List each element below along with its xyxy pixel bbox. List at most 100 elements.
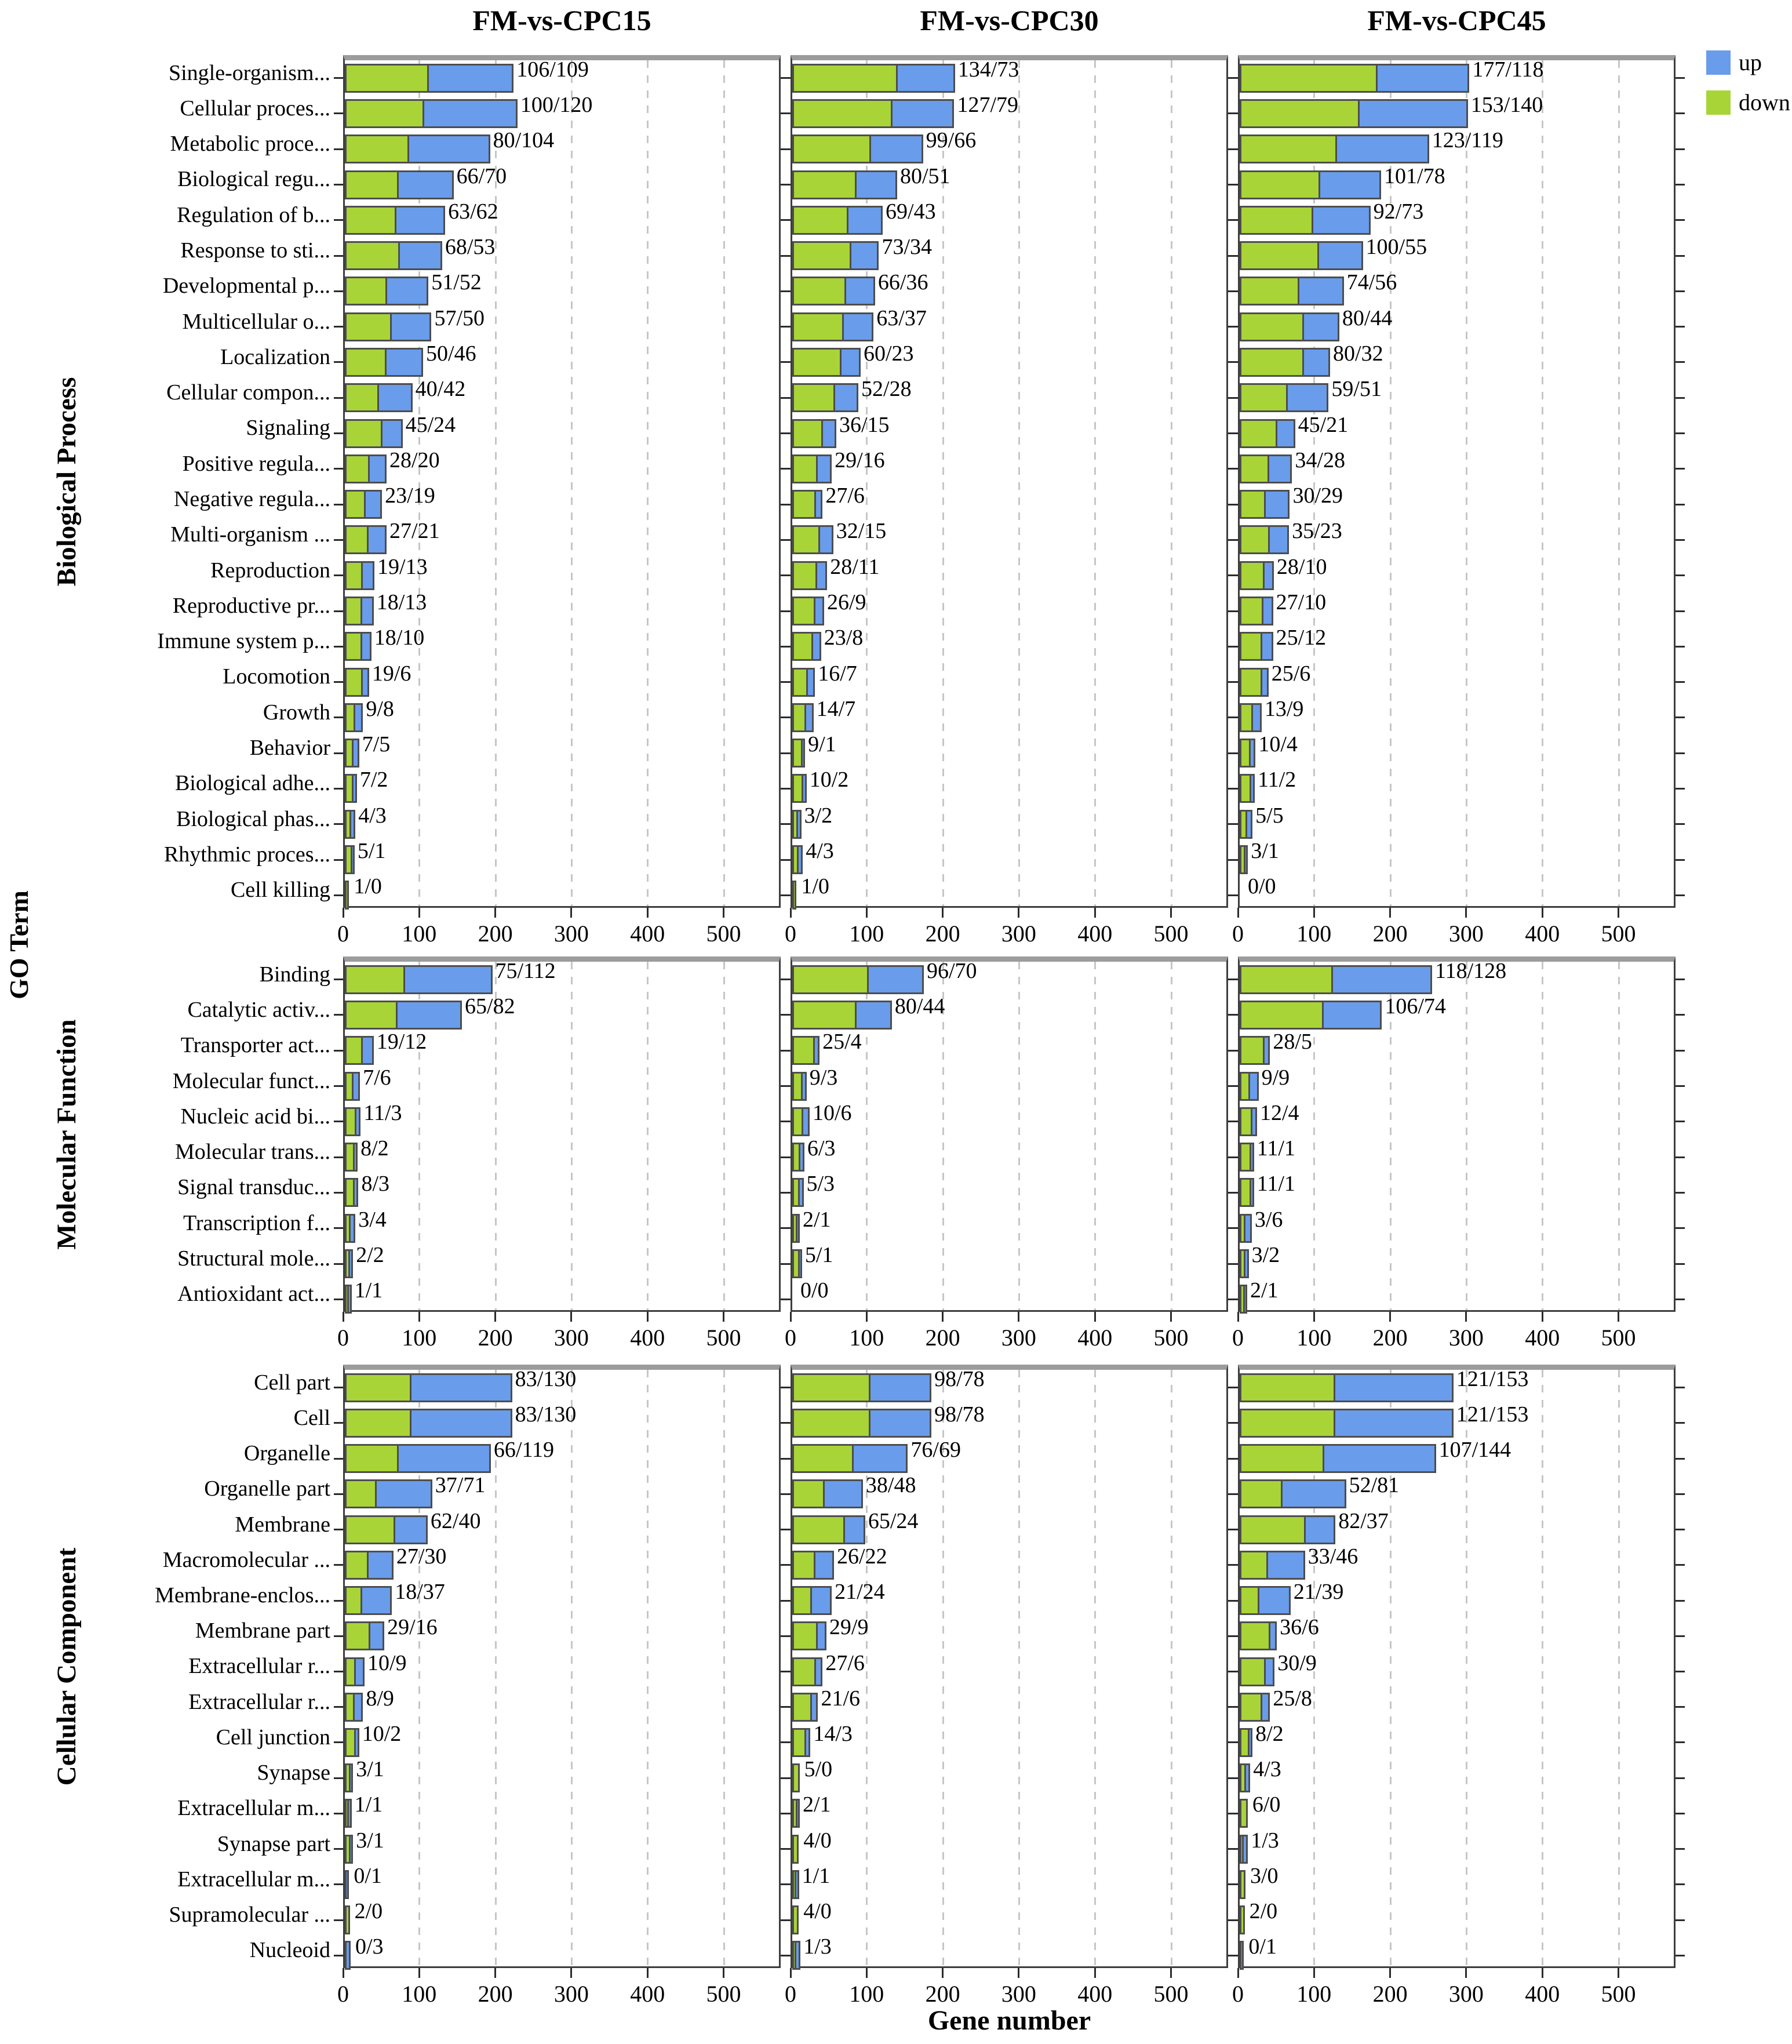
- gridline: [1018, 962, 1020, 1310]
- bar-segment-down: [1240, 1905, 1245, 1935]
- value-label: 27/30: [396, 1544, 447, 1569]
- x-tick-mark: [1094, 1312, 1096, 1322]
- y-axis-tick: [1676, 610, 1685, 612]
- y-axis-tick: [1676, 1812, 1685, 1814]
- gridline: [494, 60, 497, 906]
- value-label: 7/2: [359, 768, 388, 792]
- stacked-bar: [345, 1479, 432, 1509]
- y-axis-tick: [1229, 1671, 1238, 1672]
- bar-segment-up: [403, 965, 493, 994]
- stacked-bar: [1240, 490, 1290, 519]
- bar-segment-down: [792, 1586, 812, 1616]
- panel-2-0: 83/130 83/130 66/119 37/71 62/40 27/30 18/37 29…: [334, 1365, 790, 1970]
- y-axis-tick: [334, 645, 343, 648]
- y-axis-tick: [1229, 610, 1238, 612]
- value-label: 10/2: [362, 1721, 402, 1746]
- value-label: 27/10: [1276, 590, 1327, 615]
- value-label: 10/9: [367, 1650, 407, 1675]
- x-tick-label: 500: [1601, 1981, 1636, 2007]
- bar-segment-down: [792, 383, 836, 413]
- y-axis-tick: [334, 787, 343, 790]
- row-label: Cell: [293, 1405, 330, 1430]
- x-tick-mark: [1465, 1968, 1467, 1978]
- stacked-bar: [345, 1550, 394, 1580]
- row-label: Nucleoid: [249, 1938, 330, 1963]
- value-label: 25/4: [822, 1030, 862, 1054]
- stacked-bar: [345, 1107, 361, 1136]
- gridline: [1389, 60, 1392, 906]
- gridline: [647, 962, 649, 1310]
- value-label: 80/104: [493, 128, 555, 153]
- y-axis-tick: [1229, 1777, 1238, 1779]
- bar-segment-down: [1240, 1444, 1325, 1474]
- gridline: [494, 1370, 497, 1966]
- x-tick-label: 500: [1601, 921, 1636, 947]
- row-label: Antioxidant act...: [177, 1282, 330, 1307]
- value-label: 26/9: [826, 590, 866, 615]
- gridline: [1018, 60, 1020, 906]
- stacked-bar: [792, 965, 924, 994]
- bar-segment-up: [347, 1799, 352, 1828]
- x-tick-mark: [1170, 908, 1172, 918]
- value-label: 3/2: [1251, 1243, 1280, 1268]
- y-axis-tick: [781, 1564, 791, 1566]
- stacked-bar: [792, 525, 833, 555]
- x-tick-mark: [723, 1968, 725, 1978]
- value-label: 11/2: [1258, 768, 1296, 792]
- bar-segment-up: [869, 134, 923, 164]
- y-axis-tick: [1229, 1635, 1238, 1637]
- y-axis-tick: [1676, 1635, 1685, 1637]
- bar-segment-down: [1240, 490, 1266, 519]
- y-axis-tick: [1676, 645, 1685, 648]
- y-axis-tick: [1229, 979, 1238, 981]
- gridline: [1389, 962, 1392, 1310]
- y-axis-tick: [334, 112, 343, 115]
- value-label: 38/48: [865, 1473, 916, 1498]
- y-axis-tick: [781, 361, 791, 363]
- y-axis-tick: [1676, 1777, 1685, 1779]
- value-label: 9/8: [366, 696, 394, 721]
- value-label: 76/69: [910, 1438, 961, 1463]
- stacked-bar: [792, 845, 803, 875]
- value-label: 50/46: [426, 341, 476, 366]
- row-label: Structural mole...: [177, 1246, 330, 1271]
- stacked-bar: [792, 63, 955, 93]
- stacked-bar: [1240, 1799, 1248, 1828]
- value-label: 25/12: [1276, 625, 1327, 650]
- y-axis-tick: [1229, 645, 1238, 648]
- bar-segment-up: [1267, 525, 1290, 555]
- x-tick-label: 300: [553, 921, 589, 947]
- row-label: Regulation of b...: [177, 202, 330, 227]
- value-label: 5/1: [804, 1243, 833, 1268]
- bar-segment-up: [389, 312, 432, 341]
- x-tick-mark: [789, 908, 792, 918]
- value-label: 82/37: [1338, 1508, 1389, 1533]
- stacked-bar: [1240, 965, 1432, 994]
- x-axis-title: Gene number: [927, 2005, 1091, 2036]
- y-axis-tick: [1229, 112, 1238, 115]
- y-axis-tick: [1229, 290, 1238, 292]
- gridline: [570, 962, 573, 1310]
- x-axis-ticks-2-2: 0 100 200 300 400 500: [1232, 1968, 1676, 2011]
- value-label: 36/15: [839, 412, 890, 437]
- y-axis-tick: [781, 1227, 791, 1230]
- bar-segment-up: [844, 277, 875, 306]
- stacked-bar: [345, 490, 383, 519]
- x-tick-label: 100: [402, 1981, 437, 2007]
- x-tick-mark: [570, 908, 573, 918]
- stacked-bar: [345, 1941, 351, 1970]
- y-axis-tick: [781, 1121, 791, 1123]
- bar-segment-up: [352, 739, 359, 768]
- row-label: Negative regula...: [173, 487, 330, 512]
- y-axis-tick: [1229, 787, 1238, 790]
- y-axis-tick: [334, 1298, 343, 1300]
- bar-segment-up: [1322, 1000, 1382, 1030]
- x-tick-mark: [1313, 1312, 1315, 1322]
- row-label: Transporter act...: [180, 1033, 330, 1058]
- y-axis-tick: [334, 859, 343, 861]
- y-axis-tick: [1676, 1156, 1685, 1158]
- value-label: 3/4: [358, 1207, 387, 1232]
- value-label: 5/0: [804, 1757, 833, 1782]
- bar-segment-up: [811, 632, 821, 661]
- bar-segment-down: [792, 597, 816, 626]
